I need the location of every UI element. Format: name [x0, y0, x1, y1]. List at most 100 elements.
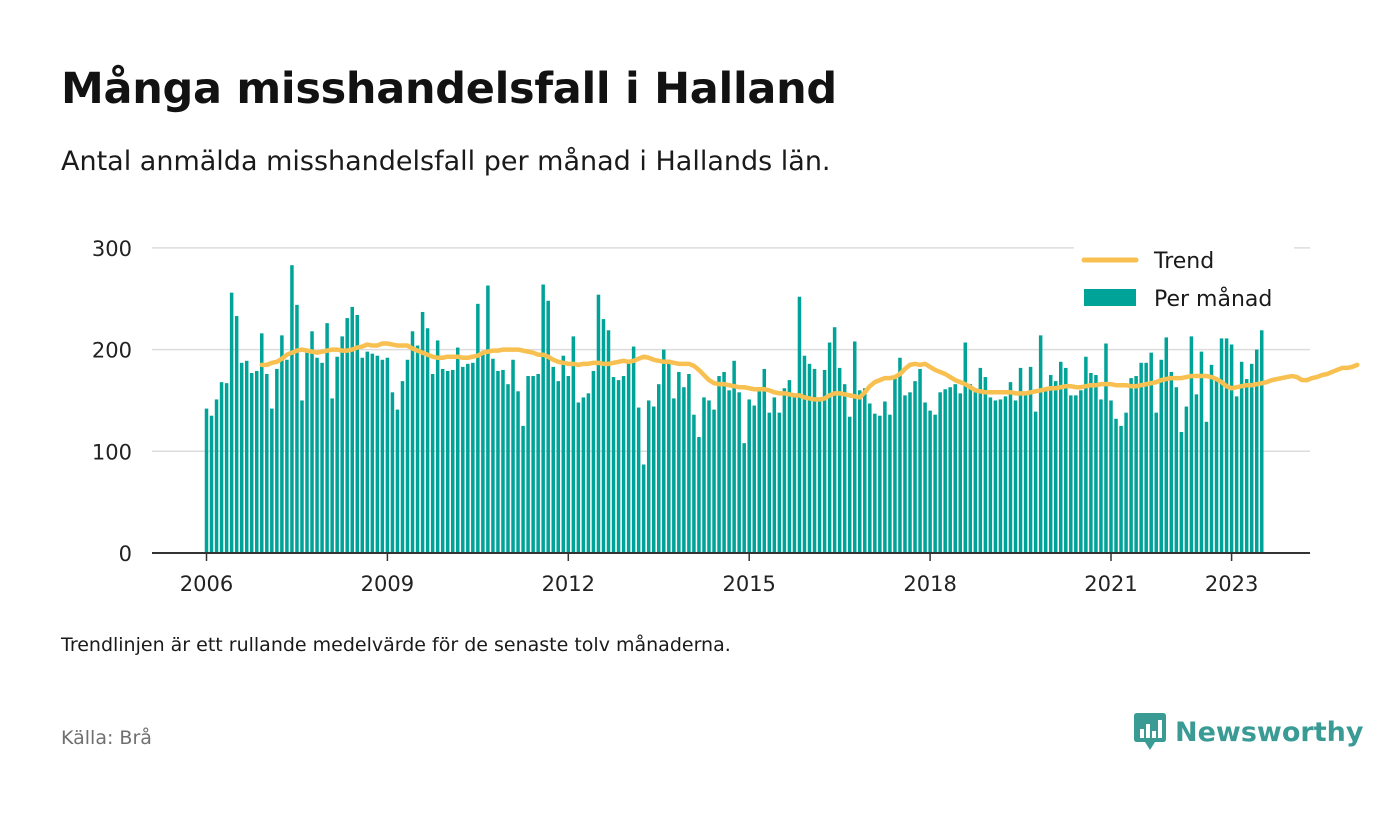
bar — [978, 367, 983, 553]
bar — [270, 408, 274, 553]
bar — [1069, 395, 1073, 553]
bar — [1184, 406, 1189, 553]
bar — [1214, 380, 1219, 553]
bar — [596, 294, 601, 553]
legend-trend-label: Trend — [1153, 249, 1214, 274]
x-tick-label: 2006 — [180, 572, 233, 596]
bar — [1204, 421, 1209, 553]
bar — [496, 370, 500, 553]
bar — [983, 377, 988, 553]
bar — [616, 380, 621, 553]
bar — [255, 370, 259, 553]
bar — [1119, 425, 1123, 554]
bar — [400, 381, 405, 553]
bar — [576, 402, 581, 553]
bar — [988, 397, 993, 553]
bar — [1064, 367, 1068, 553]
bar — [244, 360, 249, 553]
trend-line — [259, 341, 1360, 402]
bar — [1023, 394, 1028, 553]
bar — [330, 398, 334, 553]
x-tick-label: 2009 — [361, 572, 414, 596]
bar — [1028, 366, 1033, 553]
bar — [425, 328, 430, 553]
bar — [973, 391, 978, 553]
bar — [280, 335, 284, 553]
bar — [214, 399, 219, 553]
bar — [1249, 363, 1254, 553]
bar — [827, 342, 832, 553]
bar — [320, 362, 324, 553]
bar — [511, 359, 515, 553]
bar — [300, 400, 304, 553]
bar — [581, 397, 586, 553]
bar — [998, 399, 1003, 553]
bar — [641, 464, 646, 553]
bar — [787, 380, 792, 553]
bar — [1038, 335, 1043, 553]
bar — [551, 366, 555, 553]
bar — [390, 392, 395, 553]
bar — [1179, 431, 1184, 553]
bar — [1059, 361, 1063, 553]
bar — [476, 303, 480, 553]
bar — [1154, 412, 1158, 553]
bar — [1013, 400, 1018, 553]
bar — [229, 292, 234, 553]
bar — [249, 372, 254, 553]
bar — [370, 353, 375, 553]
bar — [1053, 381, 1058, 553]
bar — [1079, 390, 1083, 553]
bar — [1209, 364, 1214, 553]
bar — [295, 304, 299, 553]
bar — [817, 400, 822, 553]
newsworthy-logo[interactable]: Newsworthy — [1133, 712, 1363, 752]
bar — [1174, 387, 1179, 553]
bar — [435, 340, 440, 553]
bar — [486, 285, 490, 553]
bar — [1149, 352, 1153, 553]
source-credit: Källa: Brå — [61, 727, 152, 749]
footnote: Trendlinjen är ett rullande medelvärde f… — [61, 634, 731, 656]
bar — [968, 384, 973, 553]
bar — [204, 408, 209, 553]
bar — [863, 388, 867, 553]
bar — [481, 354, 485, 553]
bar — [1124, 412, 1128, 553]
bar — [782, 388, 787, 553]
bar — [747, 399, 751, 553]
bar — [707, 400, 711, 553]
bar — [1099, 399, 1103, 553]
bar — [440, 368, 445, 553]
bar — [792, 395, 797, 553]
bar — [1134, 376, 1138, 553]
legend: Trend Per månad — [1074, 245, 1294, 325]
bar — [1139, 362, 1143, 553]
bar — [812, 368, 817, 553]
bar — [687, 374, 691, 553]
bar — [410, 331, 415, 553]
bar — [601, 319, 606, 553]
bar — [415, 345, 420, 553]
bar — [923, 402, 927, 553]
bar — [993, 400, 998, 553]
bar — [516, 391, 520, 553]
bar — [345, 318, 349, 553]
bar — [450, 369, 455, 553]
bar — [1104, 343, 1108, 553]
bar — [757, 389, 761, 553]
bar — [395, 409, 400, 553]
bar — [1074, 395, 1078, 553]
bar — [672, 398, 676, 553]
bar — [1164, 337, 1169, 553]
bar — [1239, 361, 1244, 553]
bar — [405, 359, 410, 553]
bar — [953, 384, 957, 553]
bar — [290, 265, 294, 553]
bar — [662, 349, 666, 553]
bar — [958, 393, 962, 553]
bar — [697, 437, 701, 553]
bar — [275, 368, 279, 553]
bar — [335, 356, 339, 553]
bar — [722, 371, 726, 553]
